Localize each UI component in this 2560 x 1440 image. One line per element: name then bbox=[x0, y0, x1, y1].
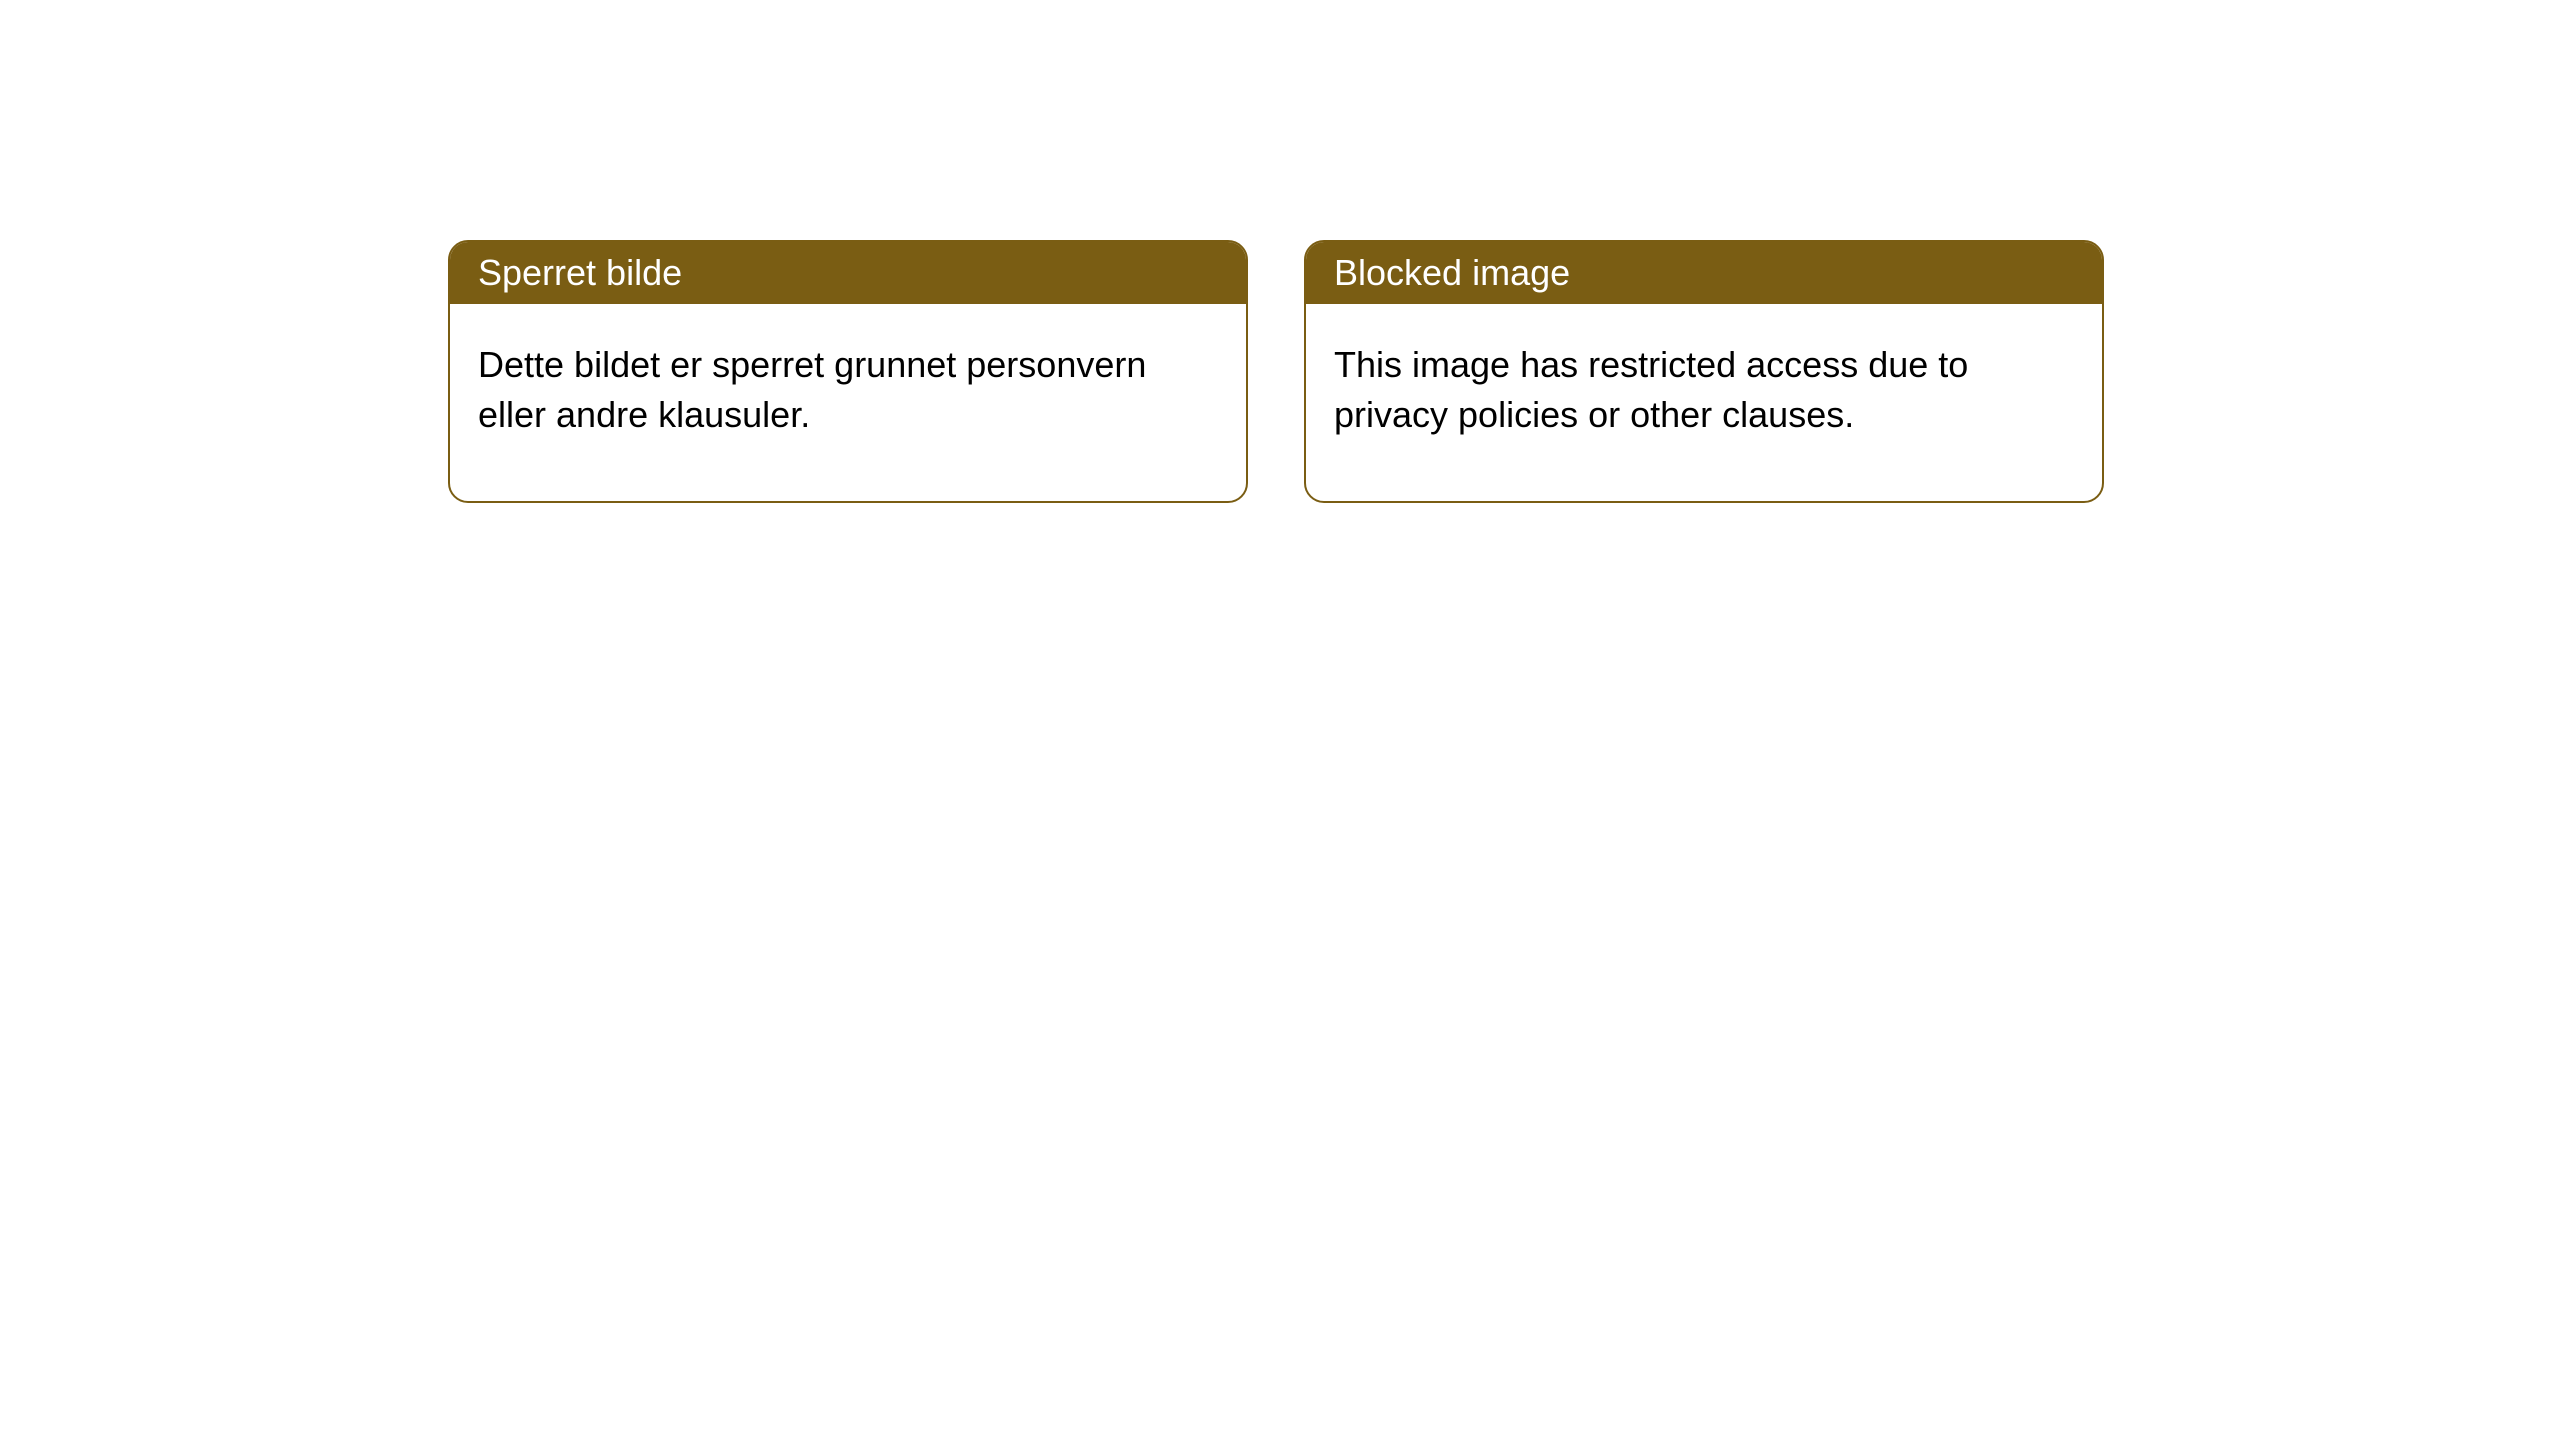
card-header: Sperret bilde bbox=[450, 242, 1246, 304]
notice-card-norwegian: Sperret bilde Dette bildet er sperret gr… bbox=[448, 240, 1248, 503]
card-header: Blocked image bbox=[1306, 242, 2102, 304]
card-body: Dette bildet er sperret grunnet personve… bbox=[450, 304, 1246, 501]
card-body: This image has restricted access due to … bbox=[1306, 304, 2102, 501]
notice-card-english: Blocked image This image has restricted … bbox=[1304, 240, 2104, 503]
notice-cards-container: Sperret bilde Dette bildet er sperret gr… bbox=[448, 240, 2560, 503]
